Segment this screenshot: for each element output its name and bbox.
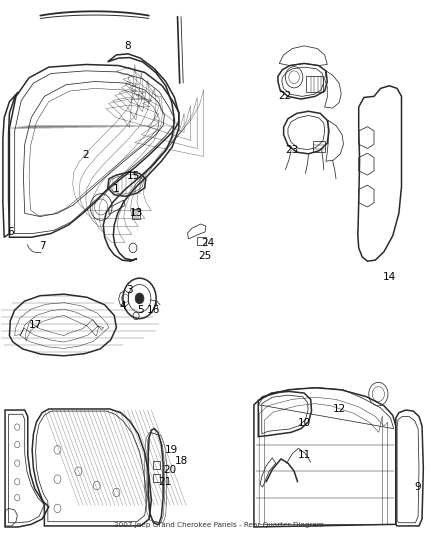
Bar <box>306 76 323 92</box>
Text: 5: 5 <box>137 305 144 315</box>
Text: 14: 14 <box>383 272 396 282</box>
Bar <box>313 141 325 152</box>
Bar <box>152 461 160 469</box>
Text: 4: 4 <box>120 301 126 311</box>
Text: 9: 9 <box>414 482 421 492</box>
Text: 6: 6 <box>7 227 14 237</box>
Text: 13: 13 <box>129 208 143 219</box>
Text: 18: 18 <box>175 456 188 465</box>
Text: 8: 8 <box>124 41 131 51</box>
Text: 3: 3 <box>126 286 133 295</box>
Text: 21: 21 <box>158 477 171 487</box>
Text: 2: 2 <box>82 150 89 160</box>
Bar <box>152 474 160 482</box>
Text: 15: 15 <box>127 171 141 181</box>
Text: 12: 12 <box>332 404 346 414</box>
Text: 22: 22 <box>278 91 291 101</box>
Bar <box>197 237 206 245</box>
Text: 2007 Jeep Grand Cherokee Panels - Rear Quarter Diagram: 2007 Jeep Grand Cherokee Panels - Rear Q… <box>114 522 324 528</box>
Text: 20: 20 <box>163 465 177 474</box>
Circle shape <box>135 293 144 304</box>
Text: 1: 1 <box>113 184 120 195</box>
Text: 24: 24 <box>201 238 215 247</box>
Bar <box>132 209 141 219</box>
Text: 17: 17 <box>29 320 42 330</box>
Text: 11: 11 <box>297 450 311 460</box>
Text: 7: 7 <box>39 241 46 251</box>
Text: 19: 19 <box>164 445 177 455</box>
Text: 16: 16 <box>147 305 160 315</box>
Text: 10: 10 <box>297 418 311 429</box>
Text: 23: 23 <box>286 144 299 155</box>
Text: 25: 25 <box>198 251 212 261</box>
